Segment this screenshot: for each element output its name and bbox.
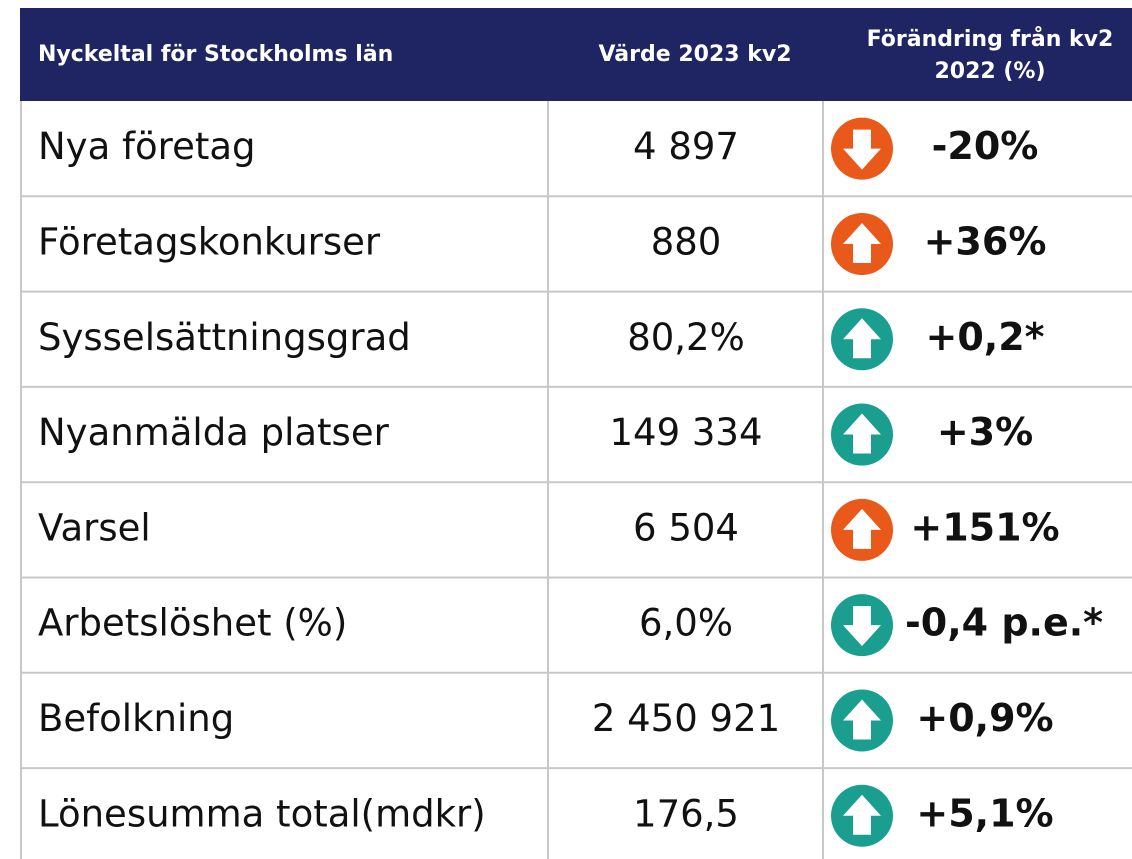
row-change: +5,1%: [916, 791, 1053, 835]
trend-arrow: [843, 413, 881, 454]
row-value: 80,2%: [627, 316, 745, 359]
row-change: +0,2*: [925, 315, 1044, 359]
header-cell: Förändring från kv2: [867, 26, 1114, 52]
trend-icon: [831, 212, 893, 275]
header-cell: Värde 2023 kv2: [598, 42, 791, 67]
row-change: +36%: [924, 219, 1047, 263]
row-change: -0,4 p.e.*: [905, 601, 1103, 645]
trend-icon: [831, 308, 893, 371]
row-value: 4 897: [633, 125, 739, 168]
trend-arrow: [843, 508, 881, 549]
row-label: Sysselsättningsgrad: [38, 316, 411, 359]
trend-arrow: [843, 318, 881, 359]
row-value: 6 504: [633, 506, 739, 549]
row-label: Nyanmälda platser: [38, 411, 390, 454]
row-value: 2 450 921: [592, 697, 780, 740]
trend-arrow: [843, 794, 881, 835]
row-value: 176,5: [633, 792, 739, 835]
header-cell: Nyckeltal för Stockholms län: [38, 42, 393, 67]
trend-icon: [831, 403, 893, 466]
trend-icon: [831, 689, 893, 752]
row-label: Arbetslöshet (%): [38, 602, 347, 645]
trend-icon: [831, 594, 893, 657]
trend-arrow: [843, 606, 881, 647]
row-change: -20%: [932, 124, 1039, 168]
trend-icon: [831, 784, 893, 847]
trend-arrow: [843, 222, 881, 263]
header-bar: [20, 8, 1132, 101]
row-label: Befolkning: [38, 697, 234, 740]
table-body: Nya företag 4 897 -20% Företagskonkurser 880…: [20, 101, 1132, 859]
row-label: Nya företag: [38, 125, 256, 168]
trend-icon: [831, 498, 893, 561]
row-label: Varsel: [38, 506, 151, 549]
row-label: Företagskonkurser: [38, 220, 381, 263]
trend-arrow: [843, 699, 881, 740]
row-change: +0,9%: [916, 696, 1053, 740]
row-value: 880: [651, 220, 722, 263]
trend-icon: [831, 117, 893, 180]
row-value: 149 334: [609, 411, 762, 454]
header-cell: 2022 (%): [934, 59, 1045, 84]
trend-arrow: [843, 129, 881, 170]
row-change: +151%: [910, 505, 1059, 549]
row-label: Lönesumma total(mdkr): [38, 792, 486, 835]
row-value: 6,0%: [639, 602, 733, 645]
row-change: +3%: [937, 410, 1033, 454]
